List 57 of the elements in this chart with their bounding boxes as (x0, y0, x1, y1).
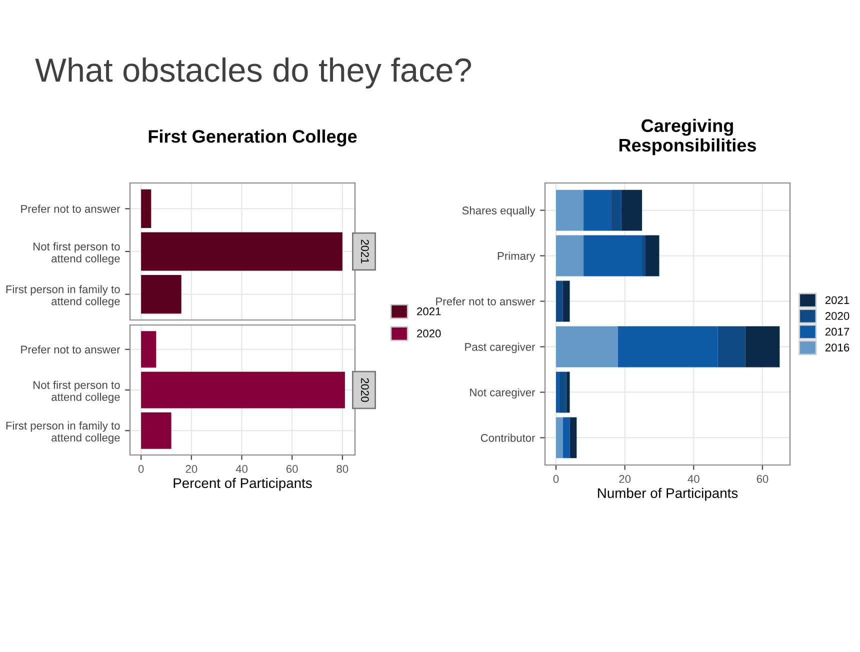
bar (141, 331, 156, 368)
x-axis-title: Percent of Participants (174, 478, 312, 491)
bar (562, 417, 570, 458)
bar (584, 235, 642, 276)
y-tick-label: Contributor (480, 434, 536, 442)
bar (618, 326, 718, 368)
legend-label: 2020 (825, 312, 850, 320)
chart-title: What obstacles do they face? (35, 57, 472, 89)
x-tick-label: 60 (286, 465, 298, 473)
x-tick-label: 80 (336, 465, 348, 473)
bar (559, 372, 566, 413)
y-tick-label: Not first person to attend college (34, 242, 120, 265)
bar (556, 372, 560, 413)
bar (562, 280, 570, 322)
y-tick-label: Not caregiver (470, 388, 536, 399)
x-tick-label: 20 (186, 465, 198, 473)
bar (718, 326, 746, 368)
legend-label: 2021 (417, 307, 441, 316)
legend-label: 2020 (417, 330, 441, 338)
bar (621, 190, 642, 231)
bar (556, 417, 563, 458)
y-tick-label: Not first person to attend college (34, 380, 120, 404)
bar (645, 235, 660, 276)
bar (745, 326, 780, 368)
x-tick-label: 20 (619, 475, 631, 483)
y-tick-label: Past caregiver (465, 342, 536, 354)
bar (556, 190, 584, 231)
bar (141, 372, 345, 408)
y-tick-label: First person in family to attend college (6, 285, 120, 308)
y-tick-label: Prefer not to answer (21, 204, 120, 213)
y-tick-label: Shares equally (462, 206, 536, 217)
legend-label: 2017 (825, 328, 850, 336)
chart-subtitle: First Generation College (148, 130, 357, 146)
x-axis-title: Number of Participants (598, 488, 738, 501)
chart-title: Caregiving Responsibilities (619, 118, 756, 156)
text: 2021 (361, 240, 369, 264)
x-tick-label: 0 (553, 475, 559, 483)
legend-label: 2016 (825, 344, 850, 352)
text: 2020 (361, 378, 369, 402)
x-tick-label: 60 (756, 475, 768, 483)
bar (584, 190, 612, 231)
y-tick-label: Prefer not to answer (21, 345, 120, 354)
bar (611, 190, 622, 231)
y-tick-label: Prefer not to answer (436, 297, 536, 306)
bar (556, 280, 563, 322)
bar (566, 372, 570, 413)
bar (570, 417, 577, 458)
bar (141, 412, 172, 449)
legend-label: 2021 (825, 296, 850, 304)
bar (556, 235, 584, 276)
x-tick-label: 40 (236, 465, 248, 473)
y-tick-label: Primary (498, 252, 536, 262)
x-tick-label: 40 (688, 475, 700, 483)
x-tick-label: 0 (138, 465, 144, 473)
bar (556, 326, 618, 368)
y-tick-label: First person in family to attend college (6, 421, 120, 444)
bar (642, 235, 646, 276)
